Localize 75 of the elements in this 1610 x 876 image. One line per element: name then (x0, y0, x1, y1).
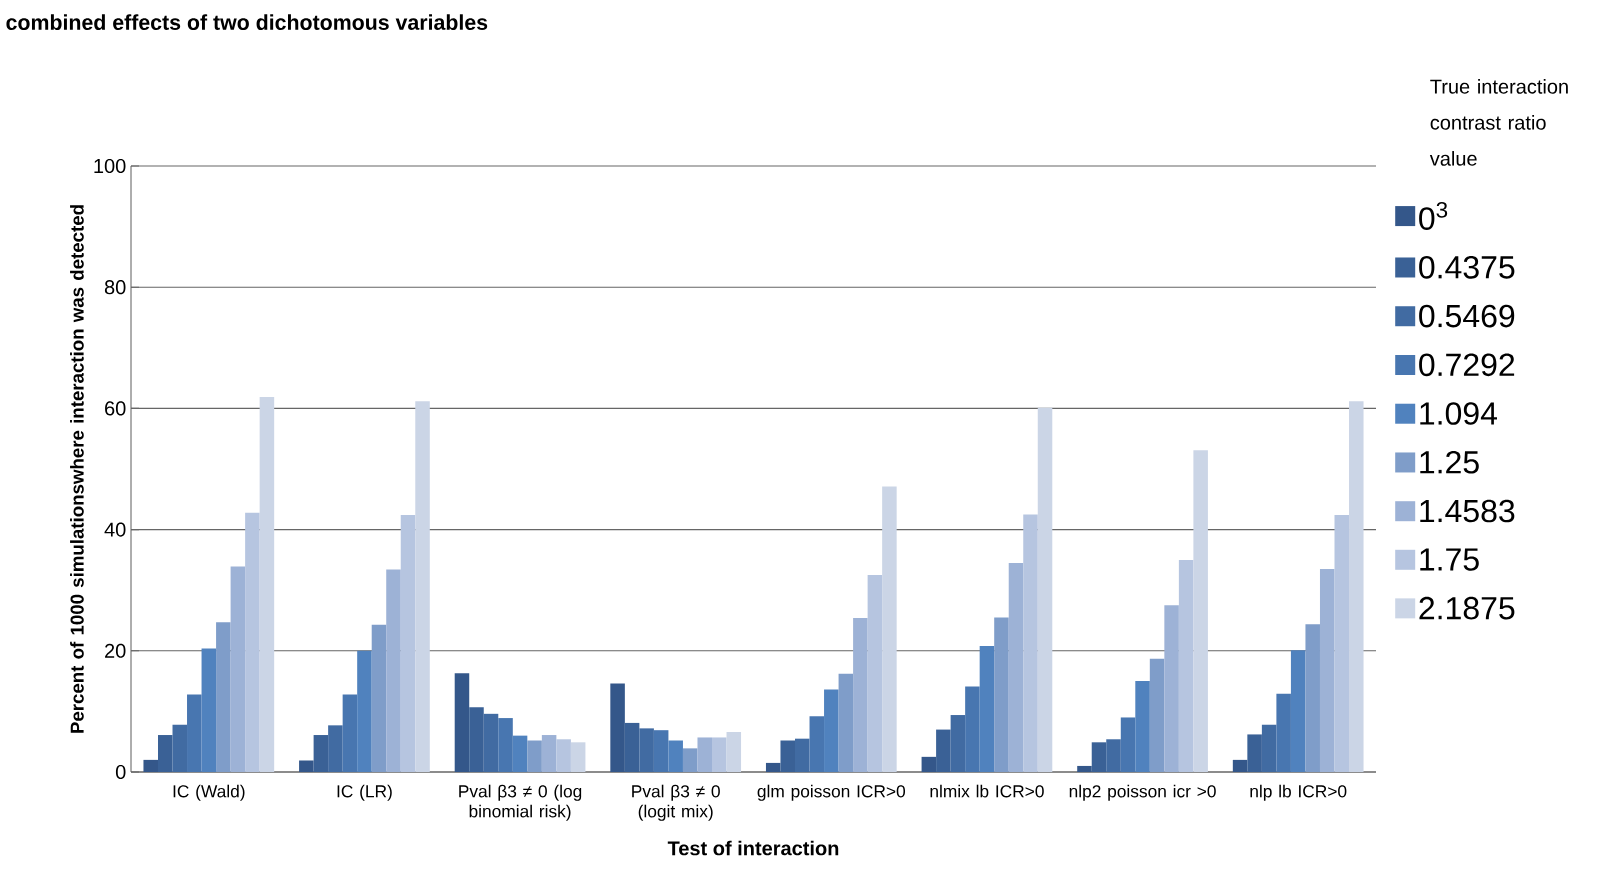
chart-title: combined effects of two dichotomous variables (6, 14, 488, 30)
bar (867, 575, 883, 772)
bar (1334, 515, 1350, 772)
x-tick-label: nlp2 poisson icr >0 (1069, 784, 1216, 801)
legend-label: 1.25 (1420, 450, 1479, 474)
bar (809, 716, 825, 772)
y-tick-label: 80 (104, 280, 126, 295)
bar (1120, 717, 1136, 772)
bar (556, 739, 571, 772)
bar (1023, 514, 1038, 772)
bar (994, 617, 1009, 772)
bar (1037, 407, 1053, 772)
bar (697, 737, 712, 772)
y-tick-label: 20 (105, 643, 126, 658)
bar (259, 396, 275, 772)
legend-label: 0$^{3}$ (1419, 201, 1448, 230)
x-tick-label: nlp lb ICR>0 (1250, 784, 1347, 801)
bar (570, 742, 586, 772)
bar (682, 748, 698, 772)
bar (415, 401, 430, 772)
x-tick-label: IC (LR) (337, 784, 392, 801)
y-tick-label: 40 (104, 522, 126, 537)
y-tick-label: 100 (94, 158, 126, 174)
bar (371, 624, 387, 772)
bar (245, 512, 260, 772)
bar (230, 566, 246, 772)
bar (201, 648, 217, 772)
x-axis-title: Test of interaction (667, 840, 839, 856)
bar (838, 673, 854, 772)
bar (965, 686, 980, 772)
x-tick-label: IC (Wald) (173, 784, 245, 801)
bar (400, 515, 416, 772)
legend-label: 1.094 (1420, 402, 1497, 425)
bar (386, 569, 401, 772)
bar (527, 740, 542, 772)
x-tick-label: glm poisson ICR>0 (757, 784, 906, 801)
bar (1178, 559, 1194, 772)
y-tick-label: 0 (115, 764, 126, 780)
x-tick-label: Pval β3 ≠ 0 (logit mix) (632, 784, 720, 821)
bar (1276, 693, 1291, 772)
bar (1149, 658, 1165, 772)
bar (668, 740, 683, 772)
bar (216, 622, 231, 772)
legend-label: 0.7292 (1419, 353, 1515, 377)
bar (498, 718, 513, 772)
y-tick-label: 60 (105, 401, 126, 416)
bar (1290, 650, 1306, 772)
bar (187, 694, 202, 772)
x-tick-label: nlmix lb ICR>0 (930, 784, 1044, 798)
bar (653, 730, 669, 772)
bar (541, 735, 557, 772)
bar (712, 737, 727, 772)
bar (1135, 681, 1150, 772)
legend-title: True interaction contrast ratio value (1429, 79, 1568, 166)
bar (1008, 562, 1024, 772)
bar (979, 645, 995, 772)
bar (853, 618, 868, 772)
bar (1193, 450, 1208, 772)
bar (1305, 624, 1320, 772)
bar (1349, 401, 1364, 772)
legend-label: 1.75 (1420, 548, 1479, 571)
bar (1164, 605, 1179, 772)
bar (882, 486, 897, 772)
legend-label: 0.5469 (1419, 304, 1515, 328)
bar (824, 689, 839, 772)
y-axis-title: Percent of 1000 simulationswhere interaction was detected (70, 205, 84, 733)
bar (512, 735, 528, 772)
bar (726, 732, 742, 772)
bar (342, 694, 358, 772)
legend-label: 0.4375 (1419, 255, 1515, 279)
legend-label: 1.4583 (1420, 499, 1515, 523)
bar (1319, 568, 1335, 772)
bar (357, 650, 372, 772)
legend-label: 2.1875 (1419, 596, 1515, 620)
x-tick-label: Pval β3 ≠ 0 (log binomial risk) (459, 784, 582, 821)
